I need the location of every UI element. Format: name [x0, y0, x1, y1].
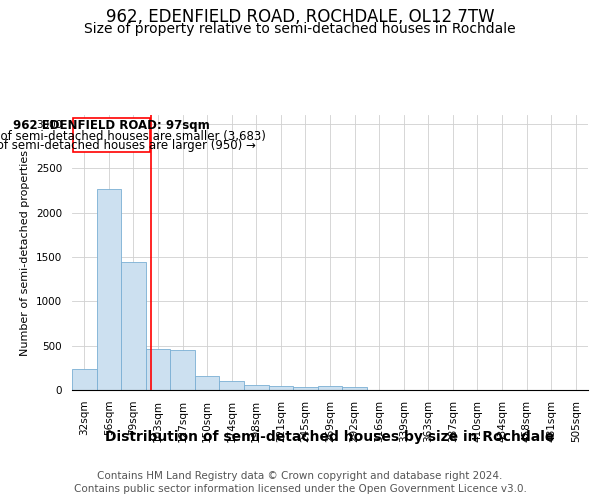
Bar: [146, 349, 170, 390]
Bar: [269, 386, 293, 390]
Bar: [342, 388, 367, 390]
Bar: [244, 385, 269, 390]
Text: Contains public sector information licensed under the Open Government Licence v3: Contains public sector information licen…: [74, 484, 526, 494]
Bar: [121, 262, 146, 390]
Bar: [195, 376, 220, 390]
Text: ← 79% of semi-detached houses are smaller (3,683): ← 79% of semi-detached houses are smalle…: [0, 130, 266, 143]
Text: 962, EDENFIELD ROAD, ROCHDALE, OL12 7TW: 962, EDENFIELD ROAD, ROCHDALE, OL12 7TW: [106, 8, 494, 26]
Bar: [318, 386, 342, 390]
Text: Size of property relative to semi-detached houses in Rochdale: Size of property relative to semi-detach…: [84, 22, 516, 36]
Bar: [220, 381, 244, 390]
Text: 962 EDENFIELD ROAD: 97sqm: 962 EDENFIELD ROAD: 97sqm: [13, 119, 210, 132]
Bar: [170, 350, 195, 390]
Text: Contains HM Land Registry data © Crown copyright and database right 2024.: Contains HM Land Registry data © Crown c…: [97, 471, 503, 481]
Bar: [293, 387, 318, 390]
Bar: [97, 188, 121, 390]
Text: 20% of semi-detached houses are larger (950) →: 20% of semi-detached houses are larger (…: [0, 139, 256, 152]
Text: Distribution of semi-detached houses by size in Rochdale: Distribution of semi-detached houses by …: [106, 430, 554, 444]
Bar: [73, 118, 150, 152]
Y-axis label: Number of semi-detached properties: Number of semi-detached properties: [20, 150, 31, 356]
Bar: [72, 368, 97, 390]
